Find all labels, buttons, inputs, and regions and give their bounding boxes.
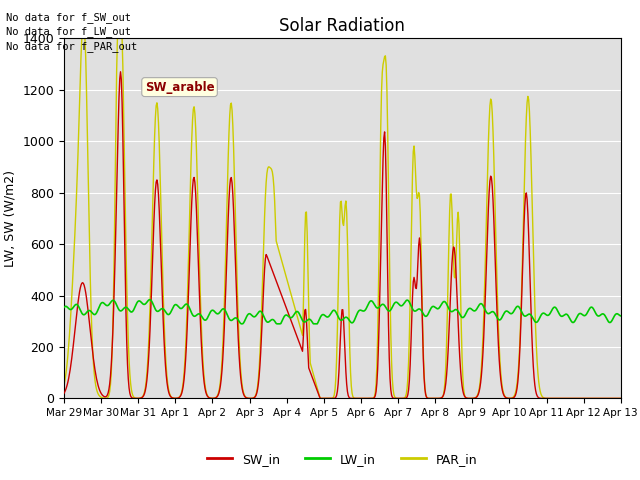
Legend: SW_in, LW_in, PAR_in: SW_in, LW_in, PAR_in — [202, 448, 483, 471]
Text: No data for f_LW_out: No data for f_LW_out — [6, 26, 131, 37]
Text: No data for f_PAR_out: No data for f_PAR_out — [6, 41, 138, 52]
Text: No data for f_SW_out: No data for f_SW_out — [6, 12, 131, 23]
Y-axis label: LW, SW (W/m2): LW, SW (W/m2) — [4, 170, 17, 267]
Title: Solar Radiation: Solar Radiation — [280, 17, 405, 36]
Text: SW_arable: SW_arable — [145, 81, 214, 94]
